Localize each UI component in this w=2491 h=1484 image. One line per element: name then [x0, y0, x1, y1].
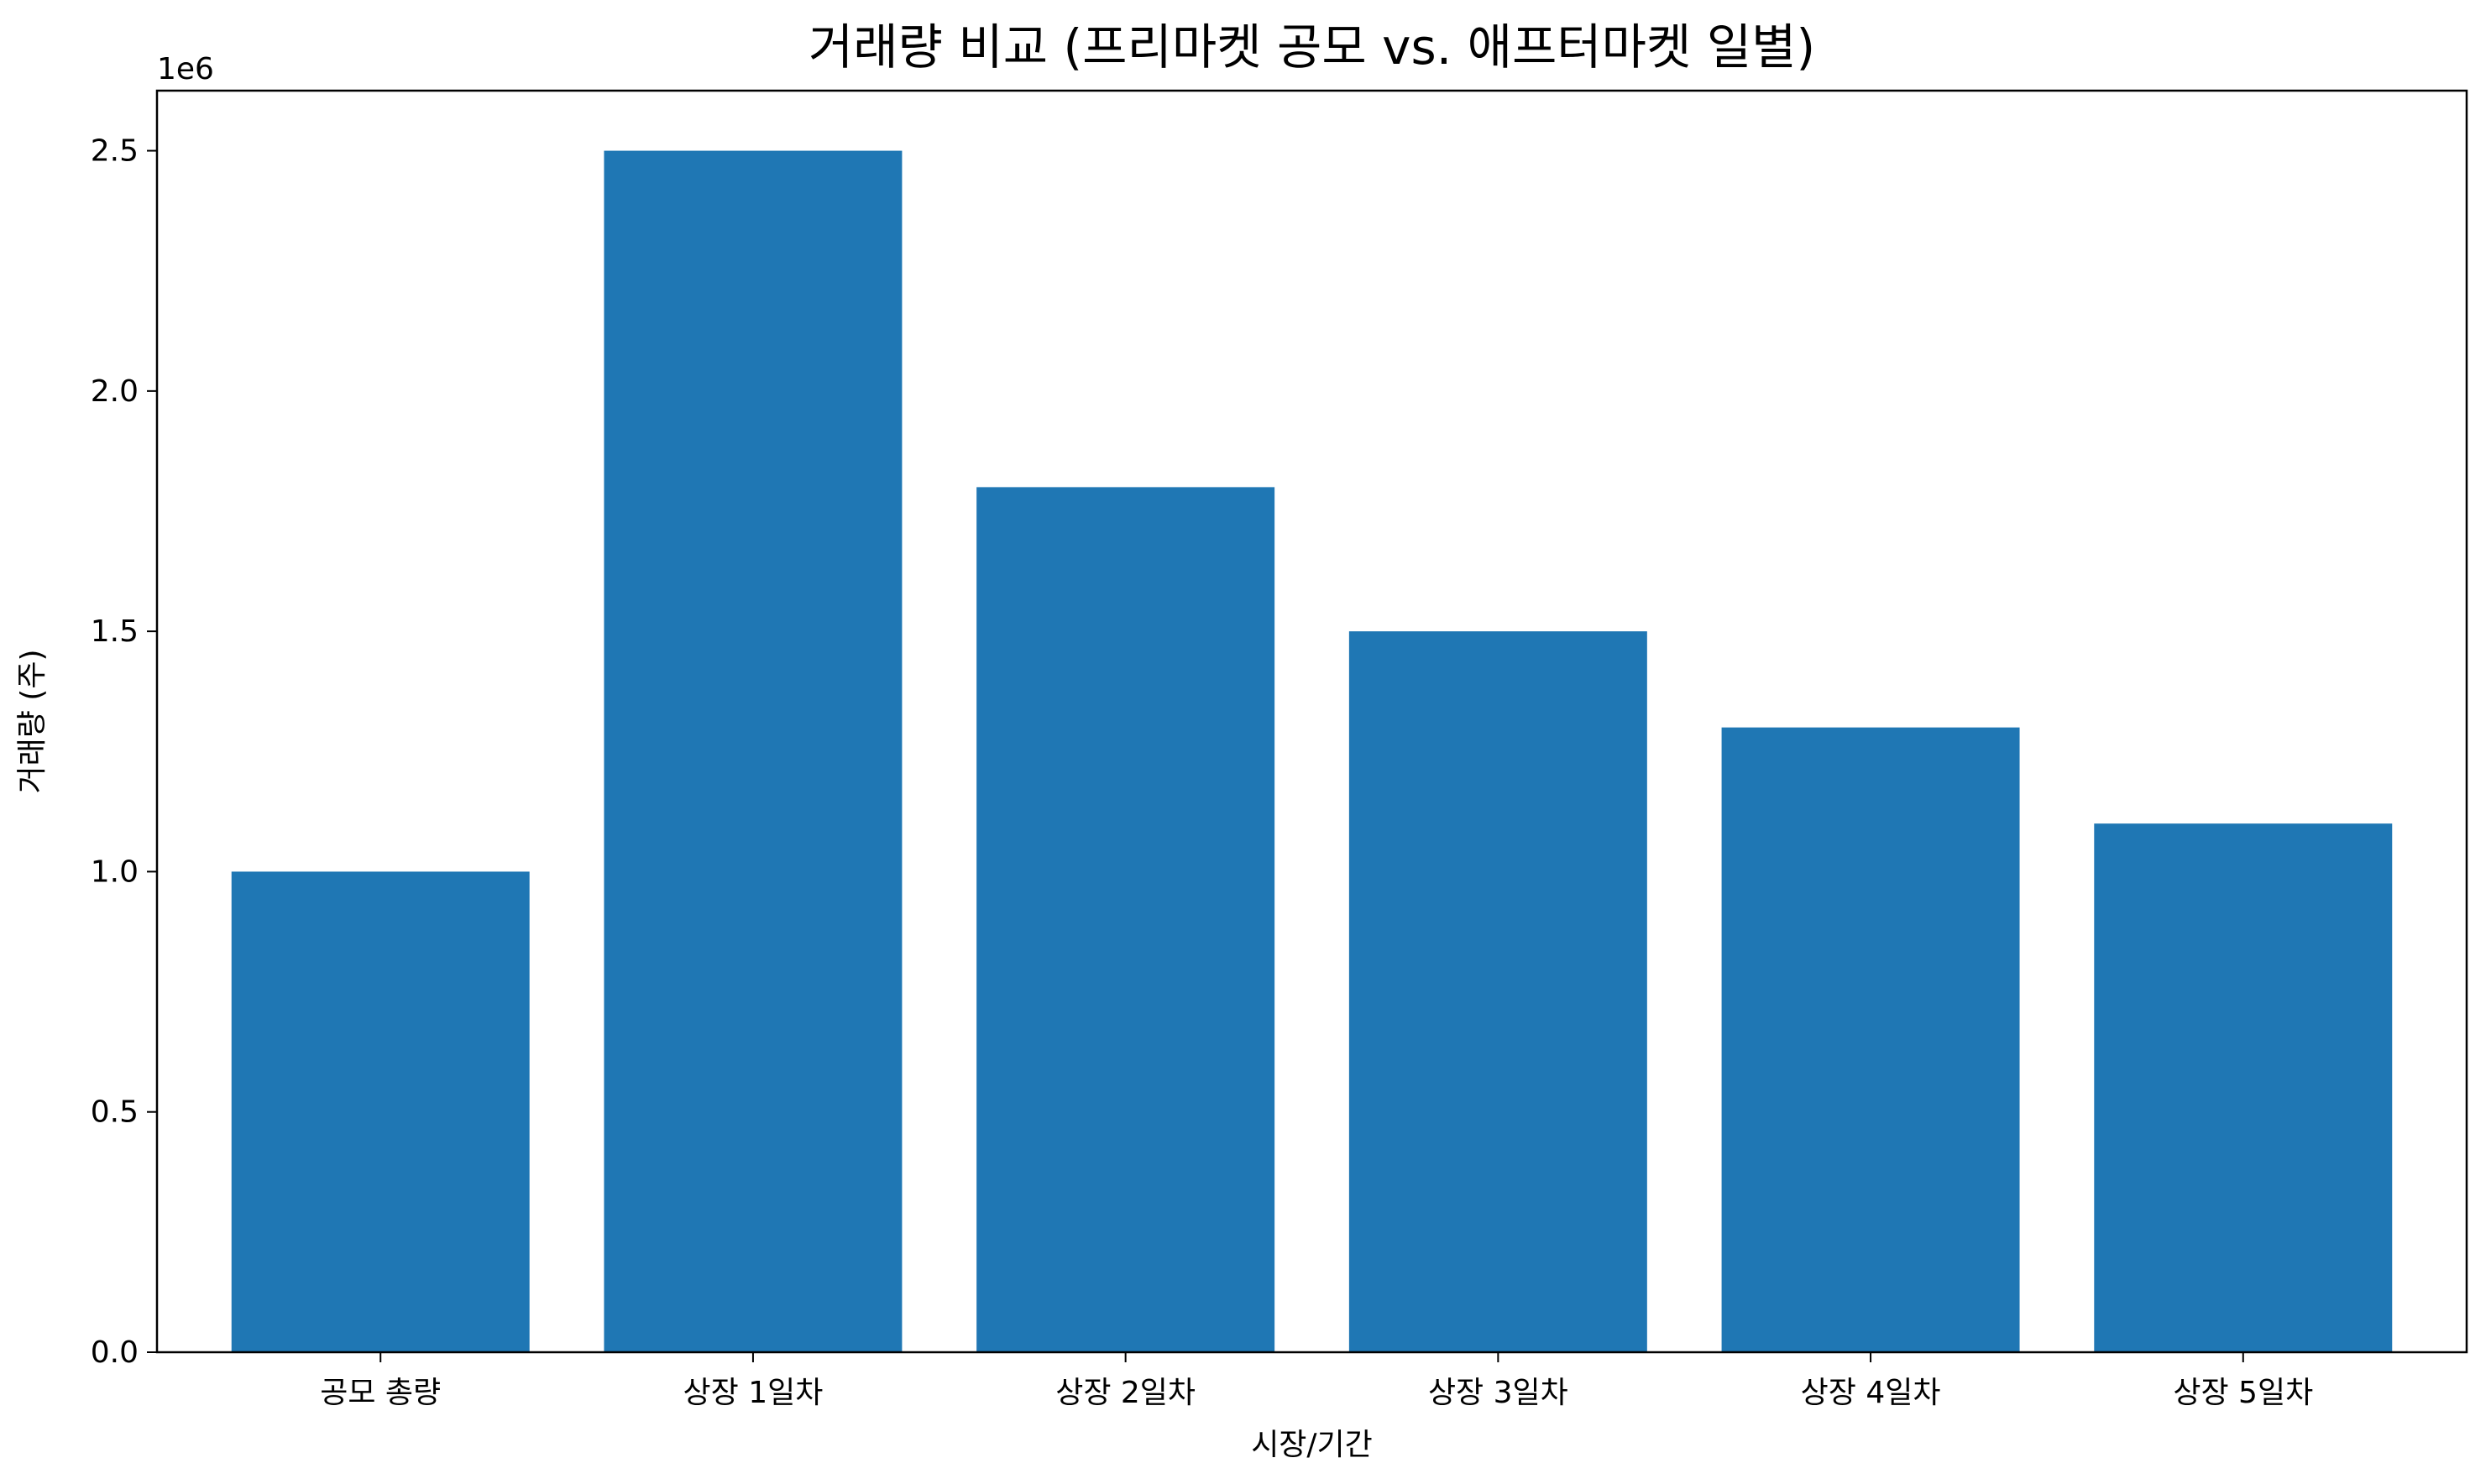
x-tick-label: 상장 1일차: [683, 1376, 824, 1410]
x-axis-label: 시장/기간: [1251, 1428, 1373, 1462]
y-tick-label: 2.5: [91, 134, 139, 169]
bar-2: [604, 150, 903, 1353]
x-tick-label: 상장 2일차: [1055, 1376, 1196, 1410]
bar-5: [1721, 727, 2020, 1352]
x-tick-label: 상장 3일차: [1428, 1376, 1568, 1410]
y-axis-ticks: 0.0 0.5 1.0 1.5 2.0 2.5: [91, 134, 157, 1370]
y-axis-label: 거래량 (주): [15, 649, 50, 793]
y-tick-label: 2.0: [91, 374, 139, 409]
x-tick-label: 상장 4일차: [1801, 1376, 1941, 1410]
bars-layer: [231, 150, 2393, 1353]
x-tick-label: 공모 총량: [320, 1376, 441, 1410]
bar-3: [976, 487, 1275, 1353]
y-tick-label: 0.0: [91, 1335, 139, 1370]
x-tick-label: 상장 5일차: [2173, 1376, 2313, 1410]
bar-4: [1348, 631, 1647, 1352]
y-axis-offset-label: 1e6: [157, 52, 214, 86]
bar-6: [2094, 823, 2393, 1352]
bar-1: [231, 871, 530, 1352]
x-axis-ticks: 공모 총량 상장 1일차 상장 2일차 상장 3일차 상장 4일차 상장 5일차: [320, 1352, 2313, 1410]
chart-title: 거래량 비교 (프리마켓 공모 vs. 애프터마켓 일별): [809, 18, 1815, 76]
y-tick-label: 1.0: [91, 854, 139, 889]
y-tick-label: 1.5: [91, 614, 139, 649]
plot-frame: [155, 89, 2468, 1354]
y-tick-label: 0.5: [91, 1095, 139, 1130]
